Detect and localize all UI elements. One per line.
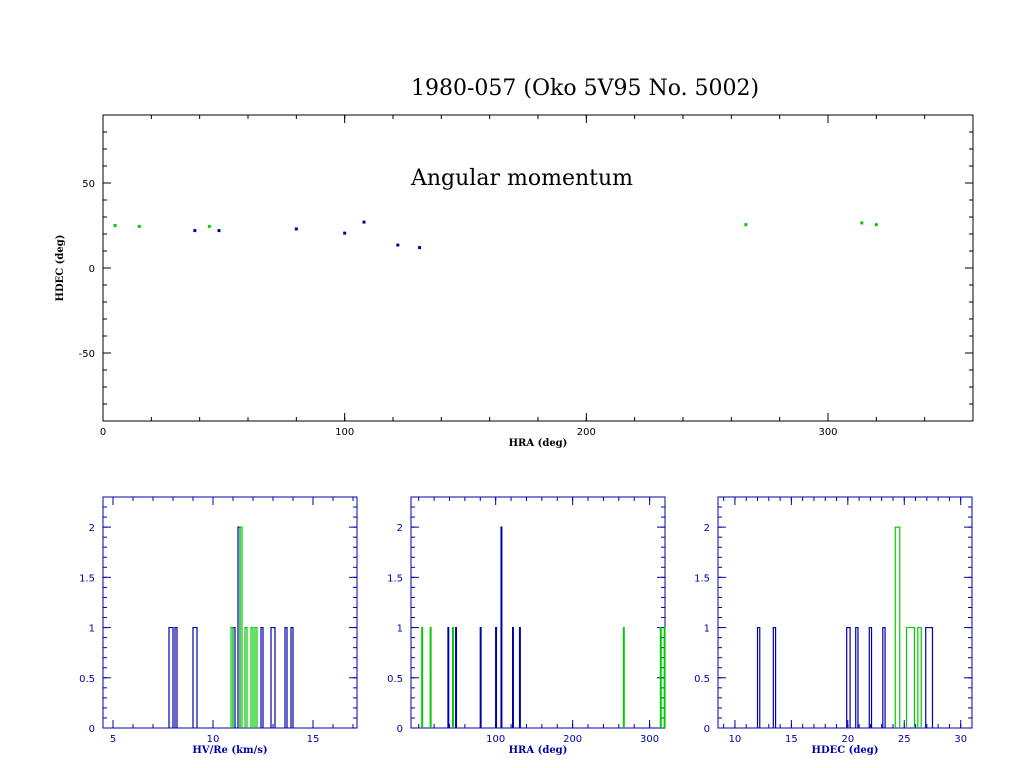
y-tick-label: -50 [79, 349, 95, 360]
y-tick-label: 0 [397, 724, 403, 735]
histogram-bar [659, 626, 662, 728]
histogram-bar [421, 626, 424, 728]
histogram-bar [284, 626, 288, 728]
histogram-bar [495, 626, 498, 728]
hist-hdec-panel: 10 15 20 25 30 0 0.5 1 1.5 2 HDEC (deg) [694, 496, 973, 756]
histogram-bar [455, 626, 458, 728]
plot-frame [102, 114, 974, 422]
histogram-bar [429, 626, 432, 728]
histogram-bar [925, 626, 934, 728]
histogram-bar [756, 626, 761, 728]
scatter-panel: 0 100 200 300 -50 0 50 HRA (deg) HDEC (deg) [55, 114, 974, 449]
histogram-bar [917, 626, 922, 728]
histogram-bar [905, 626, 916, 728]
histogram-bar [192, 626, 198, 728]
x-axis-title: HDEC (deg) [812, 745, 879, 756]
x-axis-title: HRA (deg) [509, 438, 568, 449]
x-tick-label: 100 [486, 734, 505, 745]
scatter-point [418, 246, 422, 250]
histogram-bar [254, 626, 258, 728]
hist-hv-panel: 5 10 15 0 0.5 1 1.5 2 HV/Re (km/s) [79, 496, 358, 756]
y-tick-label: 1 [397, 624, 403, 635]
plot-frame [410, 496, 666, 729]
x-tick-label: 25 [898, 734, 911, 745]
histogram-bar [622, 626, 625, 728]
y-tick-label: 0 [89, 264, 95, 275]
x-tick-label: 200 [577, 427, 596, 438]
plot-frame [102, 496, 358, 729]
scatter-point [113, 224, 117, 227]
x-tick-label: 10 [207, 734, 220, 745]
x-tick-label: 100 [335, 427, 354, 438]
y-tick-label: 0.5 [694, 674, 710, 685]
x-tick-label: 30 [954, 734, 967, 745]
x-tick-label: 15 [785, 734, 798, 745]
x-tick-label: 200 [563, 734, 582, 745]
scatter-point [362, 220, 366, 224]
y-tick-label: 2 [89, 523, 95, 534]
y-tick-label: 1 [704, 624, 710, 635]
y-tick-label: 0 [89, 724, 95, 735]
histogram-bar [855, 626, 859, 728]
x-axis-title: HV/Re (km/s) [192, 745, 267, 756]
histogram-bar [174, 626, 178, 728]
histogram-bar [868, 626, 873, 728]
y-tick-label: 2 [704, 523, 710, 534]
x-tick-label: 0 [100, 427, 106, 438]
scatter-point [874, 223, 878, 227]
histogram-bar [290, 626, 294, 728]
chart-title: 1980-057 (Oko 5V95 No. 5002) Angular mom… [411, 14, 759, 224]
y-tick-label: 0.5 [387, 674, 403, 685]
y-tick-label: 2 [397, 523, 403, 534]
x-tick-label: 15 [307, 734, 320, 745]
chart-title-line1: 1980-057 (Oko 5V95 No. 5002) [411, 76, 760, 101]
histogram-bar [511, 626, 514, 728]
scatter-point [137, 224, 141, 228]
scatter-point [744, 223, 748, 227]
histogram-bar [244, 626, 248, 728]
x-tick-label: 20 [841, 734, 854, 745]
y-tick-label: 1 [89, 624, 95, 635]
histogram-bar [451, 626, 454, 728]
histogram-bar [846, 626, 851, 728]
plot-frame [717, 496, 973, 729]
chart-subtitle: Angular momentum [411, 166, 633, 191]
y-tick-label: 0.5 [79, 674, 95, 685]
scatter-point [193, 229, 197, 233]
x-tick-label: 5 [110, 734, 116, 745]
y-tick-label: 1.5 [694, 573, 710, 584]
scatter-point [860, 221, 864, 225]
histogram-bar [772, 626, 777, 728]
y-tick-label: 50 [82, 179, 95, 190]
x-tick-label: 300 [818, 427, 837, 438]
y-tick-label: 1.5 [79, 573, 95, 584]
histogram-bar [500, 526, 503, 728]
x-tick-label: 300 [640, 734, 659, 745]
histogram-bar [230, 626, 234, 728]
scatter-point [294, 227, 298, 231]
y-axis-title: HDEC (deg) [55, 235, 66, 302]
scatter-point [396, 243, 400, 247]
histogram-bar [882, 626, 886, 728]
histogram-bar [250, 626, 254, 728]
histogram-bar [479, 626, 482, 728]
histogram-bar [239, 526, 243, 728]
histogram-bar [447, 626, 450, 728]
scatter-point [343, 231, 347, 235]
histogram-bar [168, 626, 174, 728]
histogram-bar [518, 626, 521, 728]
hist-hra-panel: 100 200 300 0 0.5 1 1.5 2 HRA (deg) [387, 496, 666, 756]
x-tick-label: 10 [729, 734, 742, 745]
y-tick-label: 0 [704, 724, 710, 735]
histogram-bar [894, 526, 901, 728]
y-tick-label: 1.5 [387, 573, 403, 584]
x-axis-title: HRA (deg) [509, 745, 568, 756]
scatter-point [217, 229, 221, 233]
histogram-bar [260, 626, 264, 728]
histogram-bar [663, 626, 666, 728]
scatter-point [207, 224, 211, 228]
histogram-bar [270, 626, 276, 728]
